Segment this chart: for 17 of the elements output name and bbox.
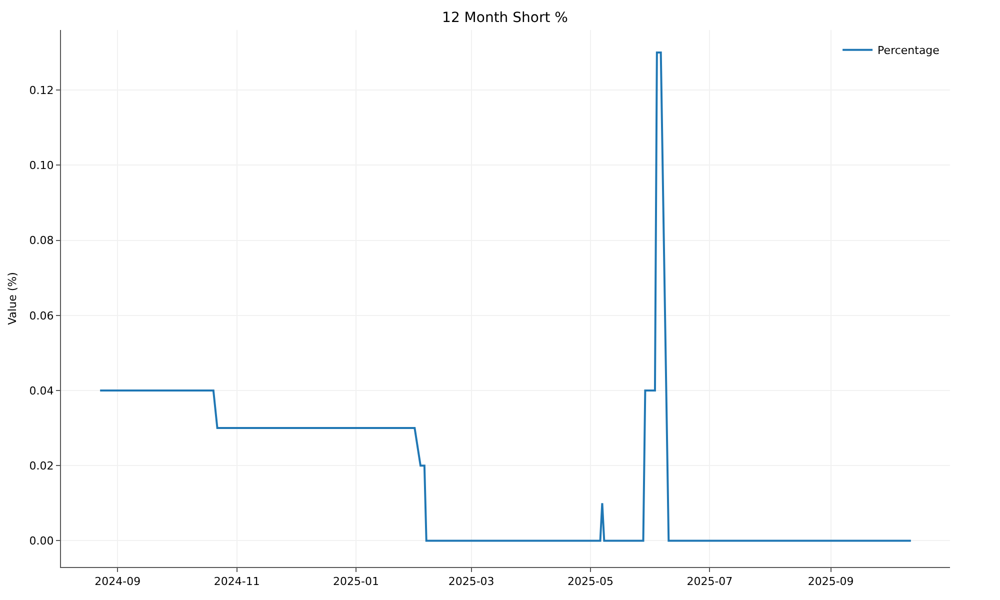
y-tick-label: 0.08: [29, 234, 54, 248]
y-tick-label: 0.06: [29, 309, 54, 322]
y-tick-label: 0.00: [29, 534, 54, 548]
legend-label: Percentage: [878, 44, 940, 58]
y-axis-title: Value (%): [6, 272, 19, 325]
x-tick-label: 2025-03: [448, 575, 494, 588]
y-tick-label: 0.04: [29, 384, 54, 398]
x-tick-label: 2025-07: [686, 575, 733, 588]
x-tick-label: 2024-11: [214, 575, 260, 588]
x-tick-label: 2025-05: [568, 575, 614, 588]
x-tick-label: 2024-09: [94, 575, 141, 588]
chart-title: 12 Month Short %: [442, 10, 568, 26]
y-tick-label: 0.12: [29, 84, 54, 97]
y-tick-label: 0.10: [29, 159, 54, 172]
x-tick-label: 2025-09: [808, 575, 854, 588]
x-tick-label: 2025-01: [333, 575, 380, 588]
y-tick-label: 0.02: [29, 459, 54, 472]
